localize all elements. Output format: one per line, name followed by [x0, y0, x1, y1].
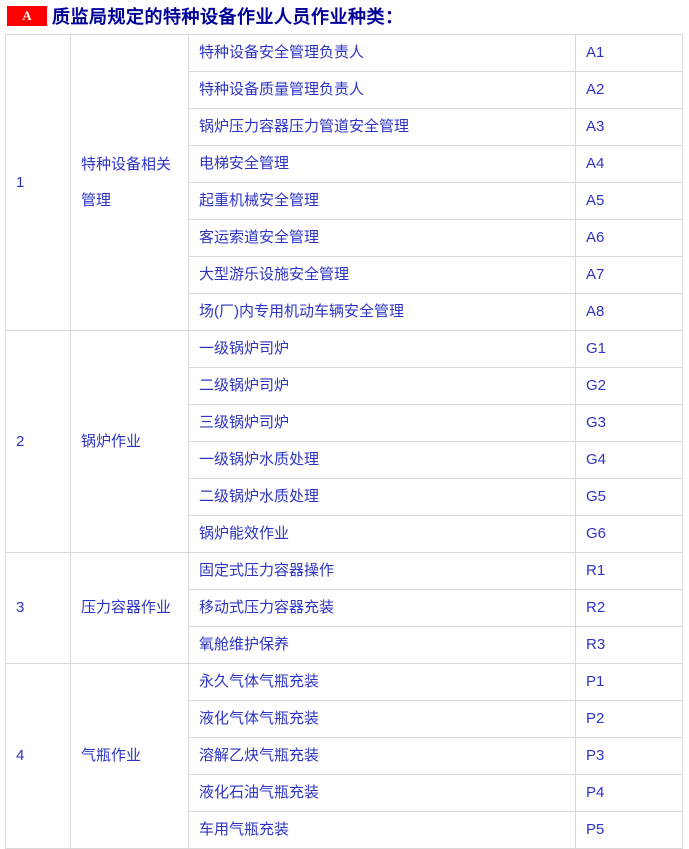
item-name-cell: 锅炉压力容器压力管道安全管理	[188, 108, 576, 146]
item-name-cell: 电梯安全管理	[188, 145, 576, 183]
item-name-cell: 车用气瓶充装	[188, 811, 576, 849]
item-name-cell: 固定式压力容器操作	[188, 552, 576, 590]
table-row: 移动式压力容器充装 R2	[6, 589, 683, 627]
item-name-cell: 场(厂)内专用机动车辆安全管理	[188, 293, 576, 331]
item-code-cell: A1	[575, 34, 683, 72]
item-code-cell: G4	[575, 441, 683, 479]
item-name-cell: 氧舱维护保养	[188, 626, 576, 664]
table-row: 溶解乙炔气瓶充装 P3	[6, 737, 683, 775]
item-name-cell: 客运索道安全管理	[188, 219, 576, 257]
table-row: 1 特种设备相关管理 特种设备安全管理负责人 A1	[5, 34, 683, 331]
table-row: 锅炉压力容器压力管道安全管理 A3	[6, 108, 683, 146]
item-name-cell: 溶解乙炔气瓶充装	[188, 737, 576, 775]
page-title: 质监局规定的特种设备作业人员作业种类：	[52, 6, 404, 27]
item-name-cell: 液化石油气瓶充装	[188, 774, 576, 812]
section-category-cell: 压力容器作业	[70, 552, 189, 664]
item-code-cell: A6	[575, 219, 683, 257]
table-row: 2 锅炉作业 一级锅炉司炉 G1	[5, 330, 683, 553]
section-category-cell: 锅炉作业	[70, 330, 189, 553]
table-row: 起重机械安全管理 A5	[6, 182, 683, 220]
table-row: 锅炉能效作业 G6	[6, 515, 683, 553]
item-code-cell: G5	[575, 478, 683, 516]
table-row: 特种设备质量管理负责人 A2	[6, 71, 683, 109]
table-row: 三级锅炉司炉 G3	[6, 404, 683, 442]
table-body: 1 特种设备相关管理 特种设备安全管理负责人 A1 特种设备质量管理负责人 A2 锅炉压力容…	[5, 34, 683, 849]
section-number-cell: 4	[5, 663, 71, 849]
section-category-cell: 特种设备相关管理	[70, 34, 189, 331]
item-name-cell: 起重机械安全管理	[188, 182, 576, 220]
section-badge: A	[7, 5, 47, 26]
item-code-cell: P2	[575, 700, 683, 738]
item-code-cell: A7	[575, 256, 683, 294]
item-name-cell: 一级锅炉水质处理	[188, 441, 576, 479]
table-row: 3 压力容器作业 固定式压力容器操作 R1	[5, 552, 683, 664]
item-code-cell: G2	[575, 367, 683, 405]
item-name-cell: 二级锅炉水质处理	[188, 478, 576, 516]
table-row: 电梯安全管理 A4	[6, 145, 683, 183]
item-code-cell: P3	[575, 737, 683, 775]
section-category-cell: 气瓶作业	[70, 663, 189, 849]
item-name-cell: 特种设备安全管理负责人	[188, 34, 576, 72]
item-name-cell: 三级锅炉司炉	[188, 404, 576, 442]
item-code-cell: P5	[575, 811, 683, 849]
item-code-cell: R3	[575, 626, 683, 664]
section-number-cell: 2	[5, 330, 71, 553]
page-header: A 质监局规定的特种设备作业人员作业种类：	[7, 5, 404, 27]
item-code-cell: A3	[575, 108, 683, 146]
table-row: 客运索道安全管理 A6	[6, 219, 683, 257]
item-name-cell: 液化气体气瓶充装	[188, 700, 576, 738]
item-name-cell: 永久气体气瓶充装	[188, 663, 576, 701]
table-row: 液化气体气瓶充装 P2	[6, 700, 683, 738]
section-number-cell: 3	[5, 552, 71, 664]
table-row: 二级锅炉司炉 G2	[6, 367, 683, 405]
item-code-cell: P4	[575, 774, 683, 812]
item-code-cell: R1	[575, 552, 683, 590]
item-name-cell: 二级锅炉司炉	[188, 367, 576, 405]
item-code-cell: A8	[575, 293, 683, 331]
item-code-cell: A2	[575, 71, 683, 109]
table-row: 氧舱维护保养 R3	[6, 626, 683, 664]
item-code-cell: G3	[575, 404, 683, 442]
table-row: 大型游乐设施安全管理 A7	[6, 256, 683, 294]
item-name-cell: 特种设备质量管理负责人	[188, 71, 576, 109]
item-code-cell: A5	[575, 182, 683, 220]
item-code-cell: P1	[575, 663, 683, 701]
personnel-categories-table: 1 特种设备相关管理 特种设备安全管理负责人 A1 特种设备质量管理负责人 A2 锅炉压力容…	[5, 34, 683, 849]
item-name-cell: 移动式压力容器充装	[188, 589, 576, 627]
item-name-cell: 锅炉能效作业	[188, 515, 576, 553]
table-row: 液化石油气瓶充装 P4	[6, 774, 683, 812]
item-code-cell: R2	[575, 589, 683, 627]
item-name-cell: 大型游乐设施安全管理	[188, 256, 576, 294]
table-row: 二级锅炉水质处理 G5	[6, 478, 683, 516]
section-number-cell: 1	[5, 34, 71, 331]
table-row: 4 气瓶作业 永久气体气瓶充装 P1	[5, 663, 683, 849]
item-code-cell: A4	[575, 145, 683, 183]
table-row: 场(厂)内专用机动车辆安全管理 A8	[6, 293, 683, 331]
item-name-cell: 一级锅炉司炉	[188, 330, 576, 368]
item-code-cell: G6	[575, 515, 683, 553]
item-code-cell: G1	[575, 330, 683, 368]
